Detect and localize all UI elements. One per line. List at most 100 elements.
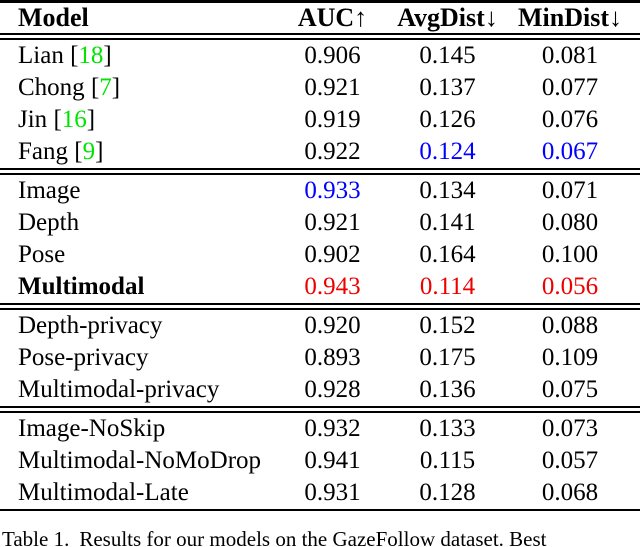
model-label: Jin xyxy=(18,106,48,133)
table-section: Image 0.933 0.134 0.071 Depth 0.921 0.141 0.080… xyxy=(0,171,640,307)
model-cell: Multimodal-NoMoDrop xyxy=(0,445,270,477)
auc-cell: 0.933 xyxy=(304,177,361,204)
table-row: Multimodal-Late 0.931 0.128 0.068 xyxy=(0,477,640,510)
model-cell: Image xyxy=(0,172,270,208)
model-label: Depth-privacy xyxy=(18,312,163,339)
model-cell: Jin [16] xyxy=(18,106,96,133)
model-label: Pose xyxy=(18,241,66,268)
table-row: Image 0.933 0.134 0.071 xyxy=(0,172,640,208)
model-label: Multimodal-Late xyxy=(18,479,189,506)
table-row: Depth 0.921 0.141 0.080 xyxy=(0,207,640,239)
table-section: Lian [18] 0.906 0.145 0.081 Chong [7] 0.921 0.… xyxy=(0,36,640,172)
auc-cell: 0.943 xyxy=(304,273,361,300)
avgdist-cell: 0.136 xyxy=(419,376,476,403)
avgdist-cell: 0.126 xyxy=(419,106,476,133)
up-arrow-icon: ↑ xyxy=(354,3,368,32)
table-caption-label: Table 1. xyxy=(2,527,70,547)
auc-cell: 0.902 xyxy=(304,241,361,268)
auc-cell: 0.922 xyxy=(304,138,361,165)
column-header-mindist: MinDist↓ xyxy=(500,2,640,37)
model-label: Multimodal-privacy xyxy=(18,376,220,403)
avgdist-cell: 0.175 xyxy=(419,344,476,371)
column-header-auc: AUC↑ xyxy=(270,2,395,37)
avgdist-cell: 0.124 xyxy=(419,138,476,165)
auc-cell: 0.893 xyxy=(304,344,361,371)
mindist-cell: 0.088 xyxy=(541,312,599,339)
model-cell: Multimodal-Late xyxy=(0,477,270,510)
model-cell: Image-NoSkip xyxy=(0,410,270,446)
auc-cell: 0.932 xyxy=(304,415,361,442)
mindist-cell: 0.100 xyxy=(541,241,599,268)
model-label: Image xyxy=(18,177,81,204)
header-row: Model AUC↑ AvgDist↓ MinDist↓ xyxy=(0,2,640,37)
mindist-cell: 0.057 xyxy=(541,447,599,474)
auc-cell: 0.920 xyxy=(304,312,361,339)
model-label: Chong xyxy=(18,74,85,101)
avgdist-cell: 0.164 xyxy=(419,241,476,268)
model-cell: Depth xyxy=(0,207,270,239)
citation-link[interactable]: 7 xyxy=(99,74,112,101)
avgdist-cell: 0.133 xyxy=(419,415,476,442)
auc-cell: 0.928 xyxy=(304,376,361,403)
model-label: Depth xyxy=(18,209,80,236)
model-cell: Chong [7] xyxy=(18,74,121,101)
table-row: Multimodal-privacy 0.928 0.136 0.075 xyxy=(0,374,640,410)
model-label: Multimodal-NoMoDrop xyxy=(18,447,262,474)
model-label: Fang xyxy=(18,138,68,165)
column-header-model-label: Model xyxy=(18,3,89,32)
results-table: Model AUC↑ AvgDist↓ MinDist↓ Lian [18] 0.… xyxy=(0,0,640,511)
mindist-cell: 0.109 xyxy=(541,344,599,371)
mindist-cell: 0.056 xyxy=(541,273,599,300)
table-header: Model AUC↑ AvgDist↓ MinDist↓ xyxy=(0,2,640,37)
table-row: Multimodal 0.943 0.114 0.056 xyxy=(0,271,640,307)
mindist-cell: 0.071 xyxy=(541,177,599,204)
mindist-cell: 0.076 xyxy=(541,106,599,133)
avgdist-cell: 0.134 xyxy=(419,177,476,204)
avgdist-cell: 0.114 xyxy=(419,273,476,300)
down-arrow-icon: ↓ xyxy=(484,3,498,32)
table-caption: Table 1. Results for our models on the Ga… xyxy=(2,527,640,547)
auc-cell: 0.919 xyxy=(304,106,361,133)
citation-link[interactable]: 18 xyxy=(78,42,104,69)
mindist-cell: 0.068 xyxy=(541,479,599,506)
auc-cell: 0.921 xyxy=(304,209,361,236)
mindist-cell: 0.080 xyxy=(541,209,599,236)
avgdist-cell: 0.137 xyxy=(419,74,476,101)
table-row: Multimodal-NoMoDrop 0.941 0.115 0.057 xyxy=(0,445,640,477)
auc-cell: 0.941 xyxy=(304,447,361,474)
table-row: Depth-privacy 0.920 0.152 0.088 xyxy=(0,307,640,343)
table-caption-text: Results for our models on the GazeFollow… xyxy=(79,527,547,547)
citation-link[interactable]: 9 xyxy=(82,138,96,165)
model-cell: Depth-privacy xyxy=(0,307,270,343)
model-label: Multimodal xyxy=(18,273,145,300)
mindist-cell: 0.067 xyxy=(541,138,599,165)
table-section: Depth-privacy 0.920 0.152 0.088 Pose-privacy… xyxy=(0,306,640,410)
model-label: Pose-privacy xyxy=(18,344,149,371)
model-cell: Lian [18] xyxy=(18,42,112,69)
table-row: Pose-privacy 0.893 0.175 0.109 xyxy=(0,342,640,374)
column-header-model: Model xyxy=(0,2,270,37)
auc-cell: 0.906 xyxy=(304,42,361,69)
column-header-avgdist: AvgDist↓ xyxy=(395,2,500,37)
citation-link[interactable]: 16 xyxy=(61,106,87,133)
table-row: Lian [18] 0.906 0.145 0.081 xyxy=(0,37,640,73)
column-header-avgdist-label: AvgDist xyxy=(397,3,485,32)
model-cell: Pose-privacy xyxy=(0,342,270,374)
mindist-cell: 0.073 xyxy=(541,415,599,442)
model-cell: Pose xyxy=(0,239,270,271)
model-label: Lian xyxy=(18,42,64,69)
avgdist-cell: 0.141 xyxy=(419,209,476,236)
mindist-cell: 0.081 xyxy=(541,42,599,69)
avgdist-cell: 0.115 xyxy=(419,447,476,474)
avgdist-cell: 0.145 xyxy=(419,42,476,69)
table-row: Jin [16] 0.919 0.126 0.076 xyxy=(0,104,640,136)
avgdist-cell: 0.128 xyxy=(419,479,476,506)
auc-cell: 0.921 xyxy=(304,74,361,101)
table-row: Fang [9] 0.922 0.124 0.067 xyxy=(0,136,640,172)
auc-cell: 0.931 xyxy=(304,479,361,506)
table-row: Chong [7] 0.921 0.137 0.077 xyxy=(0,72,640,104)
model-cell: Multimodal xyxy=(0,271,270,307)
down-arrow-icon: ↓ xyxy=(609,3,622,32)
column-header-mindist-label: MinDist xyxy=(518,3,609,32)
